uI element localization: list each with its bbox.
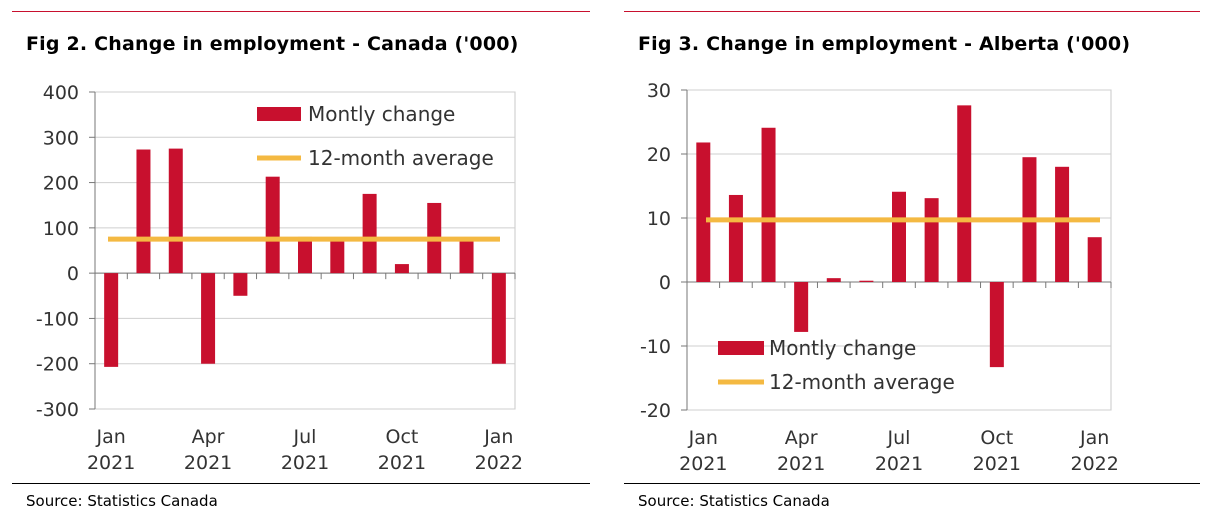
legend-label-monthly-change: Montly change	[308, 102, 455, 126]
bar-apr-2021	[794, 282, 809, 332]
chart-title: Fig 3. Change in employment - Alberta ('…	[638, 33, 1131, 55]
x-tick-label-month: Apr	[192, 426, 225, 448]
bar-sep-2021	[362, 193, 377, 274]
source-note: Source: Statistics Canada	[26, 492, 218, 510]
x-tick-label-month: Jan	[688, 427, 718, 449]
bar-aug-2021	[330, 241, 345, 274]
figure-panel-alberta: Fig 3. Change in employment - Alberta ('…	[624, 0, 1200, 525]
top-rule	[12, 11, 590, 12]
x-tick-label-year: 2021	[87, 452, 135, 474]
top-rule	[624, 11, 1200, 12]
x-tick-label-month: Oct	[980, 427, 1013, 449]
bar-apr-2021	[201, 273, 216, 364]
y-tick-label: -100	[36, 308, 79, 330]
x-tick-label-year: 2022	[475, 452, 523, 474]
bar-jul-2021	[892, 191, 906, 282]
y-tick-label: 300	[43, 127, 79, 149]
bar-jan-2021	[104, 273, 119, 367]
y-tick-label: 0	[659, 272, 671, 294]
y-tick-label: 400	[43, 82, 79, 104]
bar-jan-2022	[1087, 237, 1102, 282]
x-tick-label-month: Apr	[785, 427, 818, 449]
y-tick-label: -20	[640, 400, 671, 422]
bar-jan-2021	[696, 142, 711, 282]
bar-may-2021	[233, 273, 248, 296]
x-tick-label-year: 2021	[281, 452, 329, 474]
bar-dec-2021	[1055, 166, 1070, 282]
x-tick-label-year: 2021	[777, 453, 825, 475]
bar-sep-2021	[957, 105, 972, 282]
y-tick-label: 0	[67, 263, 79, 285]
legend-label-12-month-average: 12-month average	[769, 370, 955, 394]
legend-label-12-month-average: 12-month average	[308, 146, 494, 170]
y-tick-label: 100	[43, 218, 79, 240]
chart-canada: 400 300 200 100 0 -100 -200 -300 Jan 2021 Apr 2021 J…	[36, 82, 523, 474]
x-tick-label-year: 2022	[1071, 453, 1119, 475]
bottom-rule	[12, 483, 590, 484]
x-tick-label-month: Jul	[293, 426, 317, 448]
bar-oct-2021	[394, 264, 409, 274]
x-tick-label-year: 2021	[184, 452, 232, 474]
y-tick-label: 20	[647, 144, 671, 166]
bar-feb-2021	[136, 149, 151, 274]
y-tick-label: -10	[640, 336, 671, 358]
x-tick-label-month: Jan	[1079, 427, 1109, 449]
figure-panel-canada: Fig 2. Change in employment - Canada ('0…	[12, 0, 590, 525]
x-tick-label-month: Jul	[887, 427, 911, 449]
y-tick-label: -300	[36, 399, 79, 421]
bar-jan-2022	[491, 273, 506, 364]
legend-swatch-bar	[257, 107, 301, 121]
source-note: Source: Statistics Canada	[638, 492, 830, 510]
x-tick-label-year: 2021	[679, 453, 727, 475]
bar-jul-2021	[298, 236, 312, 274]
chart-alberta: 30 20 10 0 -10 -20 Jan 2021 Apr 2021 Jul 2021 Oct 202…	[640, 80, 1119, 475]
legend-swatch-bar	[718, 341, 764, 355]
bar-jun-2021	[859, 280, 874, 282]
bottom-rule	[624, 483, 1200, 484]
y-tick-label: 30	[647, 80, 671, 102]
y-tick-label: -200	[36, 354, 79, 376]
y-tick-label: 10	[647, 208, 671, 230]
legend-label-monthly-change: Montly change	[769, 336, 916, 360]
x-tick-label-month: Jan	[96, 426, 126, 448]
x-tick-label-year: 2021	[973, 453, 1021, 475]
y-tick-label: 200	[43, 173, 79, 195]
bar-jun-2021	[265, 176, 280, 274]
x-tick-label-month: Oct	[385, 426, 418, 448]
bar-dec-2021	[459, 241, 474, 274]
bar-oct-2021	[989, 282, 1004, 368]
x-tick-label-year: 2021	[875, 453, 923, 475]
bar-may-2021	[826, 278, 841, 282]
chart-title: Fig 2. Change in employment - Canada ('0…	[26, 33, 519, 55]
bar-mar-2021	[168, 148, 183, 274]
x-tick-label-year: 2021	[378, 452, 426, 474]
x-tick-label-month: Jan	[483, 426, 513, 448]
bar-feb-2021	[728, 194, 743, 282]
bar-aug-2021	[924, 198, 939, 282]
bar-mar-2021	[761, 127, 776, 282]
